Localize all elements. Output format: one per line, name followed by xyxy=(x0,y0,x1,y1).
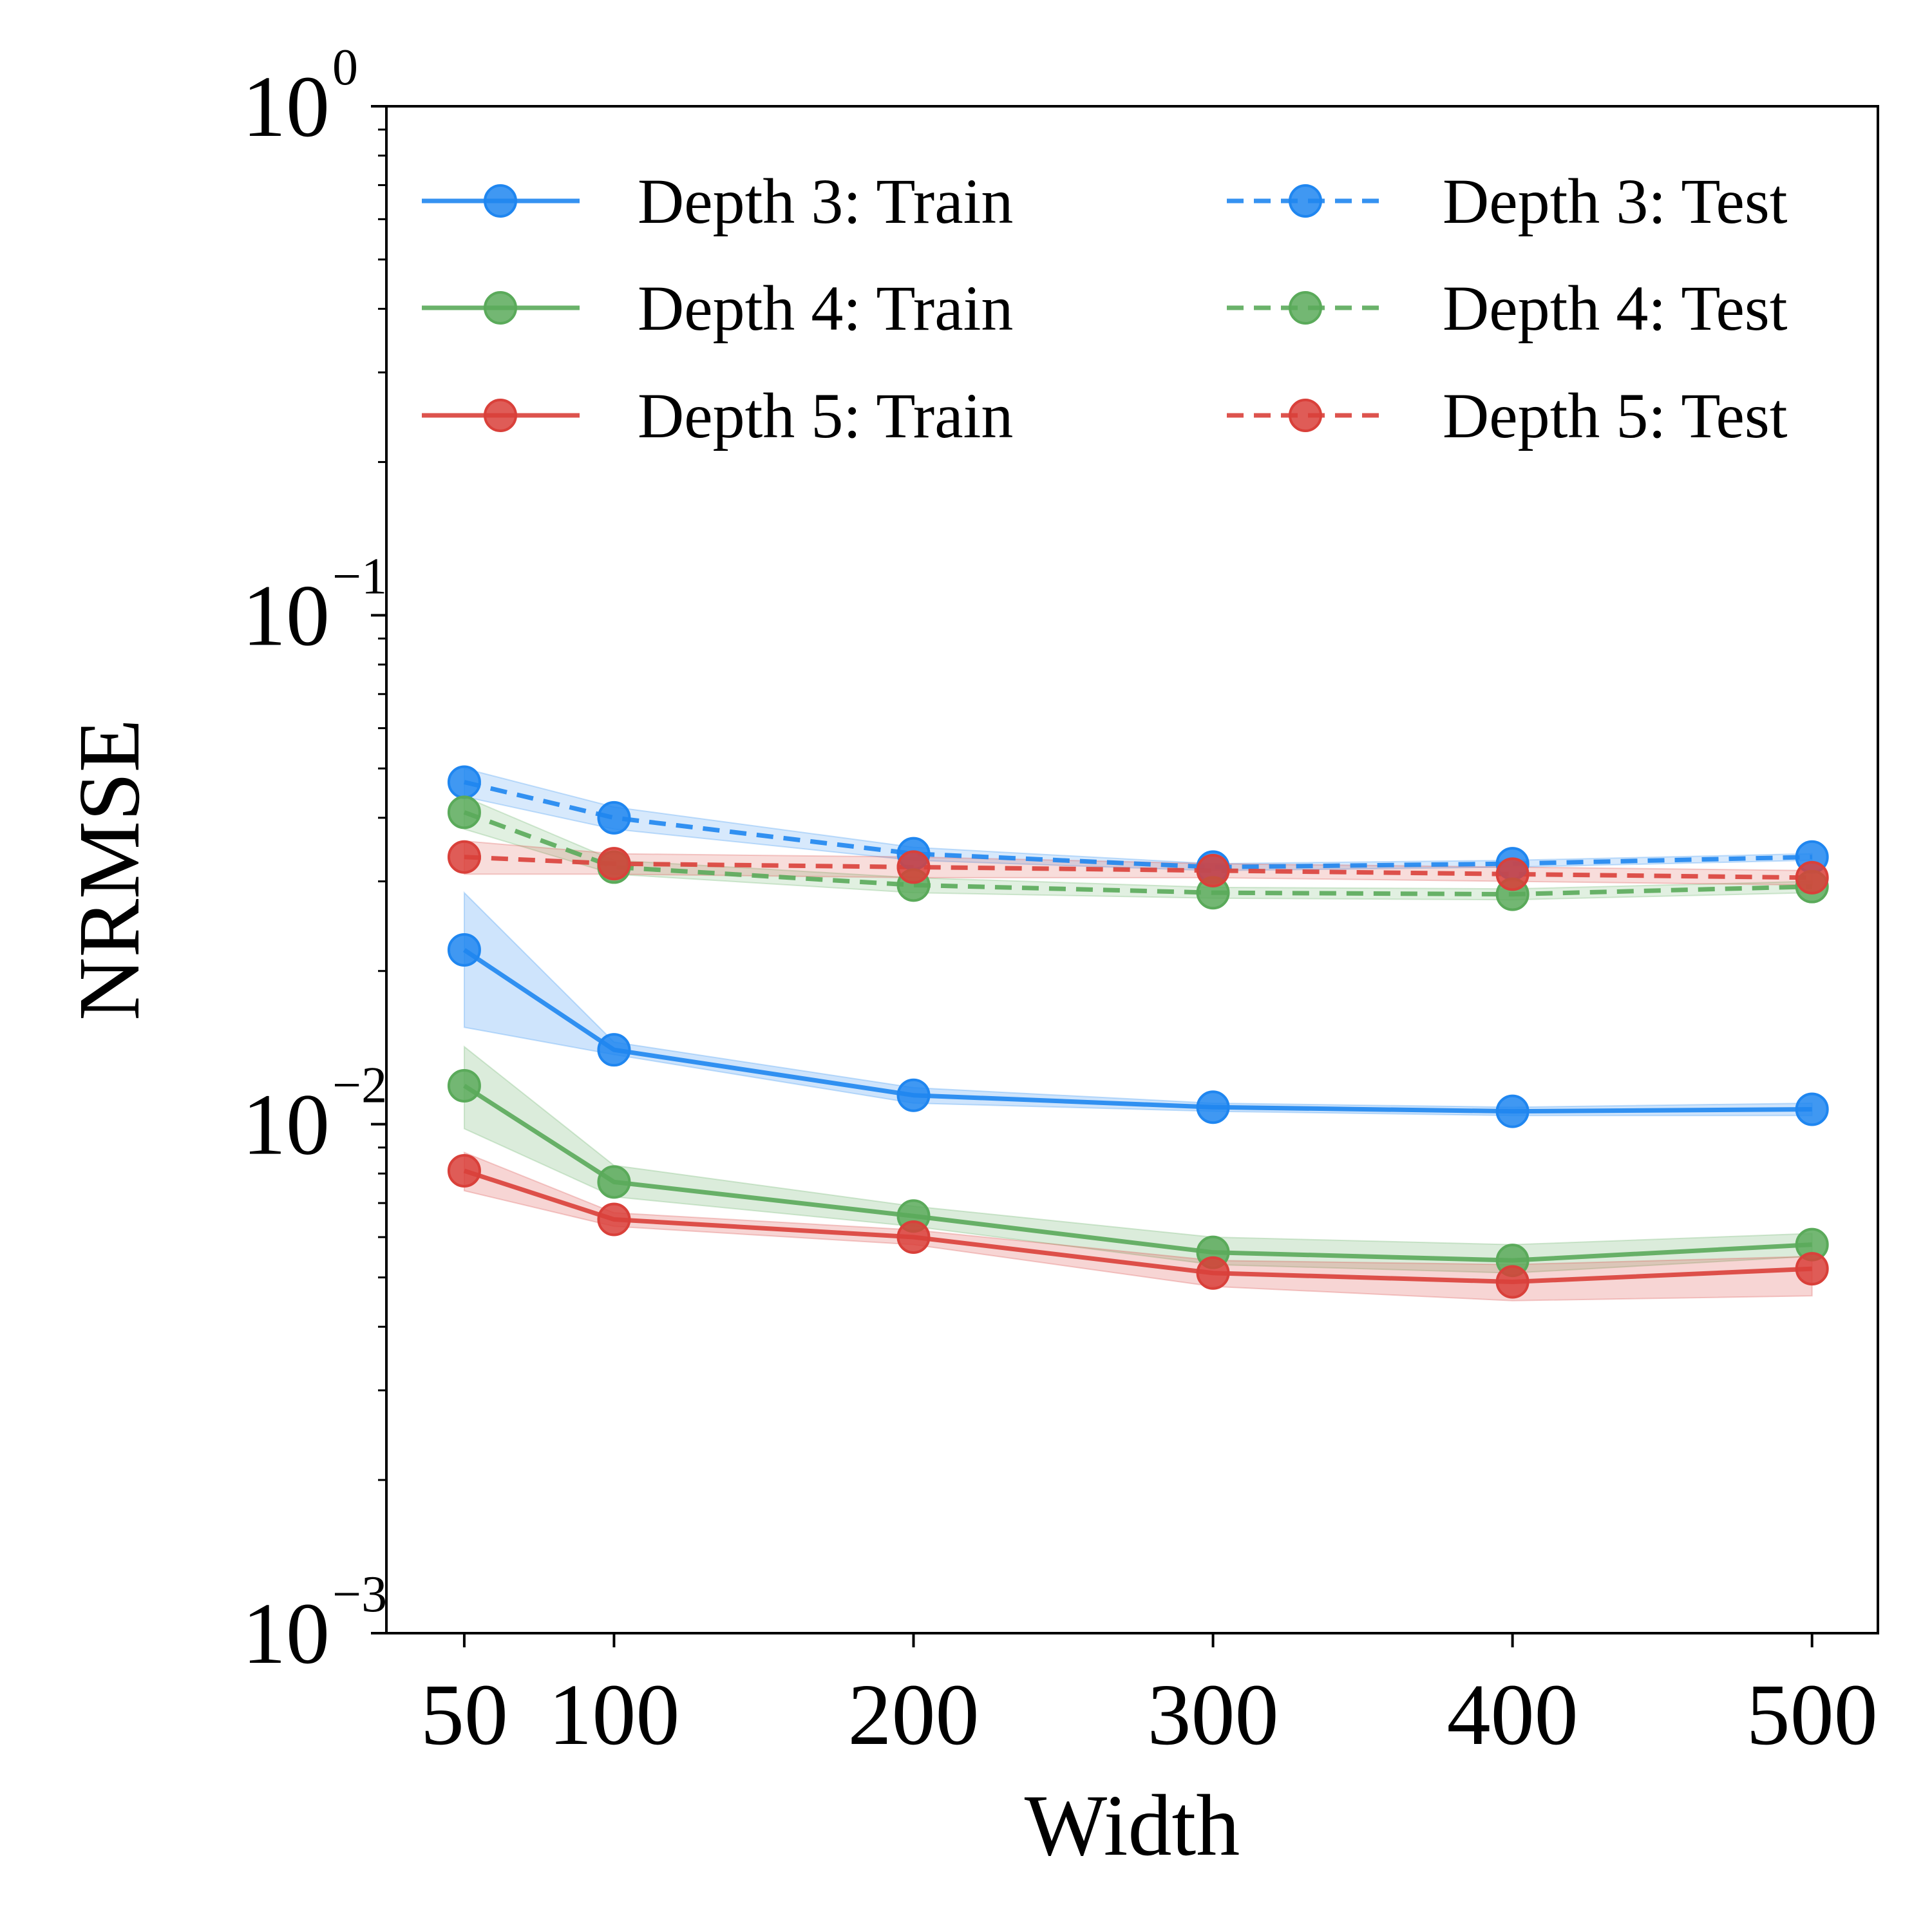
x-tick-label: 500 xyxy=(1747,1667,1878,1763)
y-tick-exponent: −3 xyxy=(332,1566,387,1623)
point-depth-3-test-w100 xyxy=(597,800,631,835)
x-tick-label: 100 xyxy=(548,1667,679,1763)
line-depth-3-train xyxy=(462,948,1812,1114)
y-tick-label: 10 xyxy=(242,59,330,155)
point-depth-5-test-w100 xyxy=(597,847,631,881)
point-depth-5-train-w500 xyxy=(1795,1252,1829,1286)
legend-marker-depth-5-test xyxy=(1289,399,1322,432)
y-tick-label: 10 xyxy=(242,1586,330,1682)
legend-marker-depth-4-train xyxy=(484,291,517,325)
line-depth-5-test xyxy=(464,855,1812,880)
legend-label-depth-3-train: Depth 3: Train xyxy=(638,166,1013,237)
point-depth-4-test-w50 xyxy=(447,795,481,829)
legend: Depth 3: Train Depth 3: Test Depth 4: Trai… xyxy=(422,166,1788,451)
series-markers xyxy=(447,765,1829,1299)
y-axis-title: NRMSE xyxy=(61,719,158,1021)
point-depth-5-test-w50 xyxy=(447,840,481,874)
y-tick-exponent: −1 xyxy=(332,548,387,605)
line-depth-4-train xyxy=(463,1084,1812,1263)
legend-label-depth-4-train: Depth 4: Train xyxy=(638,272,1013,344)
x-tick-label: 300 xyxy=(1148,1667,1279,1763)
point-depth-3-train-w300 xyxy=(1196,1090,1230,1124)
series-lines xyxy=(462,780,1812,1285)
x-tick-label: 200 xyxy=(848,1667,980,1763)
line-depth-3-test xyxy=(464,780,1812,869)
point-depth-3-train-w400 xyxy=(1495,1094,1530,1128)
line-depth-4-test xyxy=(463,810,1812,897)
legend-label-depth-3-test: Depth 3: Test xyxy=(1443,166,1788,237)
point-depth-5-train-w100 xyxy=(597,1202,631,1236)
plot-frame xyxy=(385,105,1879,1634)
y-tick-exponent: 0 xyxy=(332,39,358,96)
point-depth-5-test-w200 xyxy=(896,850,931,884)
y-tick-label: 10 xyxy=(242,567,330,664)
legend-label-depth-4-test: Depth 4: Test xyxy=(1443,272,1788,344)
point-depth-5-train-w50 xyxy=(447,1153,481,1188)
legend-marker-depth-3-test xyxy=(1289,184,1322,218)
point-depth-5-train-w200 xyxy=(896,1220,931,1255)
y-tick-exponent: −2 xyxy=(332,1057,387,1114)
legend-marker-depth-4-test xyxy=(1289,291,1322,325)
point-depth-4-train-w100 xyxy=(597,1165,631,1199)
legend-marker-depth-5-train xyxy=(484,399,517,432)
point-depth-5-test-w500 xyxy=(1795,860,1829,895)
point-depth-3-train-w200 xyxy=(896,1078,931,1112)
y-tick-label: 10 xyxy=(242,1077,330,1173)
point-depth-3-test-w50 xyxy=(447,765,481,799)
point-depth-4-train-w50 xyxy=(447,1068,481,1103)
point-depth-3-train-w500 xyxy=(1795,1092,1829,1126)
legend-marker-depth-3-train xyxy=(484,184,517,218)
point-depth-5-test-w300 xyxy=(1196,853,1230,887)
x-tick-label: 50 xyxy=(421,1667,508,1763)
x-tick-label: 400 xyxy=(1447,1667,1578,1763)
line-depth-5-train xyxy=(463,1168,1812,1285)
x-axis-title: Width xyxy=(1025,1777,1240,1874)
point-depth-5-train-w400 xyxy=(1495,1265,1530,1299)
point-depth-3-train-w50 xyxy=(447,933,481,967)
point-depth-5-test-w400 xyxy=(1495,857,1530,891)
point-depth-5-train-w300 xyxy=(1196,1256,1230,1290)
point-depth-3-train-w100 xyxy=(597,1033,631,1067)
legend-label-depth-5-train: Depth 5: Train xyxy=(638,380,1013,451)
legend-label-depth-5-test: Depth 5: Test xyxy=(1443,380,1788,451)
